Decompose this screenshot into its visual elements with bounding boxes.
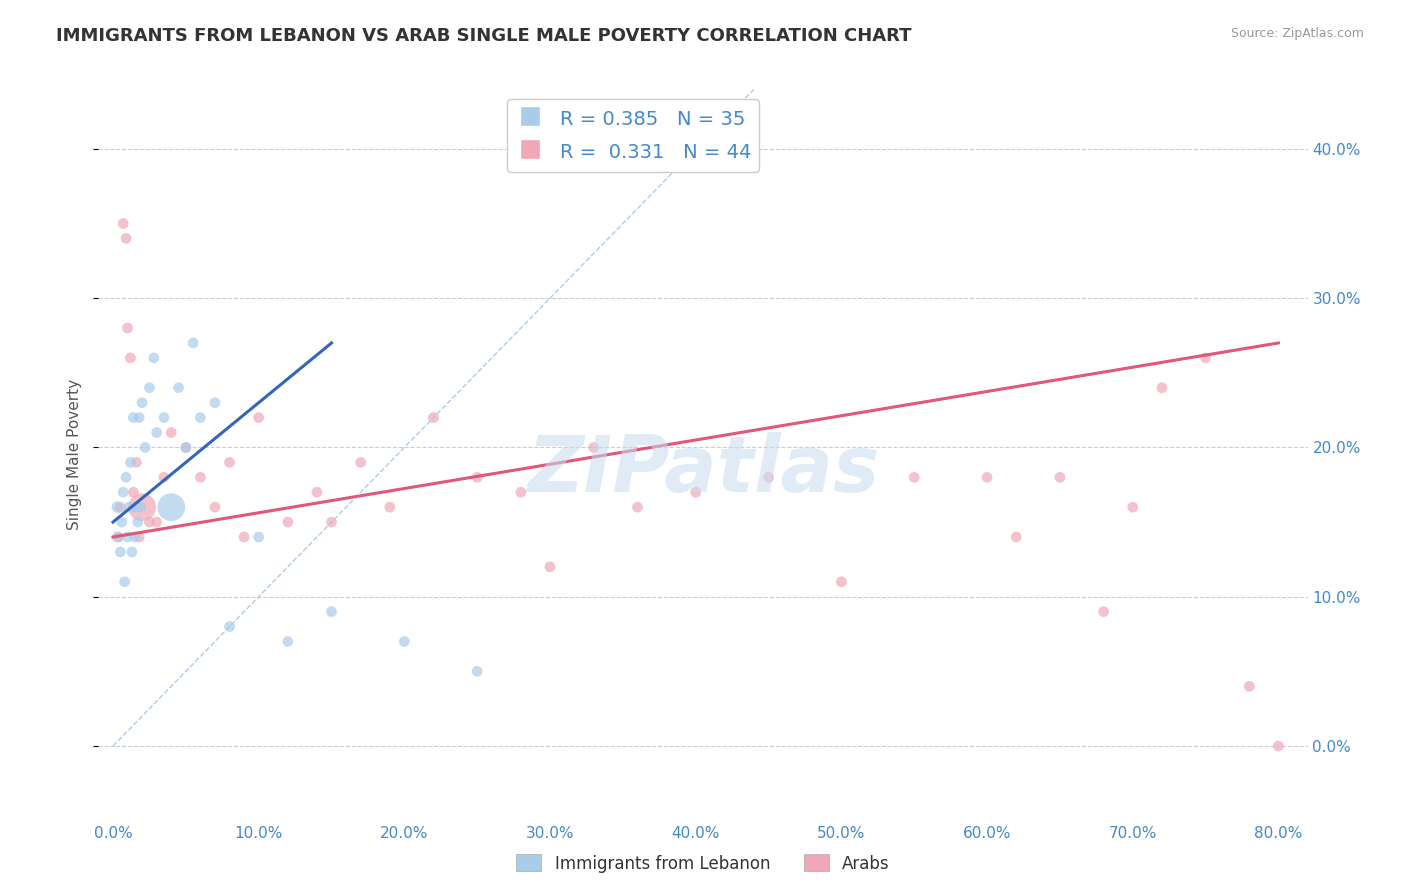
Point (122, 485, 145, 500)
Point (138, 515, 160, 529)
Point (204, 500, 226, 515)
Point (218, 619, 240, 633)
Point (115, 470, 138, 484)
Point (134, 441, 156, 455)
Point (538, 560, 561, 574)
Point (1122, 500, 1144, 515)
Point (305, 485, 328, 500)
Point (247, 410, 270, 425)
Legend: R = 0.385   N = 35, R =  0.331   N = 44: R = 0.385 N = 35, R = 0.331 N = 44 (508, 99, 759, 171)
Legend: Immigrants from Lebanon, Arabs: Immigrants from Lebanon, Arabs (510, 847, 896, 880)
Point (145, 425, 167, 440)
Point (118, 500, 141, 515)
Point (131, 395, 153, 409)
Point (277, 515, 299, 529)
Text: IMMIGRANTS FROM LEBANON VS ARAB SINGLE MALE POVERTY CORRELATION CHART: IMMIGRANTS FROM LEBANON VS ARAB SINGLE M… (56, 27, 911, 45)
Point (142, 351, 165, 365)
Point (422, 410, 444, 425)
Point (1005, 530, 1028, 544)
Point (129, 500, 152, 515)
Point (122, 410, 145, 425)
Point (582, 441, 605, 455)
Point (112, 217, 135, 231)
Point (830, 574, 852, 589)
Point (758, 470, 780, 484)
Point (125, 455, 148, 469)
Point (465, 470, 488, 484)
Point (1150, 381, 1173, 395)
Point (117, 321, 139, 335)
Text: Source: ZipAtlas.com: Source: ZipAtlas.com (1230, 27, 1364, 40)
Point (1239, 679, 1261, 693)
Point (145, 515, 167, 529)
Point (128, 530, 150, 544)
Point (120, 351, 142, 365)
Point (1049, 470, 1071, 484)
Point (120, 455, 142, 469)
Point (378, 500, 401, 515)
Point (105, 500, 128, 515)
Point (160, 425, 183, 440)
Point (110, 500, 132, 515)
Point (112, 485, 135, 500)
Point (138, 381, 160, 395)
Text: ZIPatlas: ZIPatlas (527, 432, 879, 508)
Point (108, 530, 131, 544)
Point (181, 335, 204, 350)
Point (124, 530, 146, 544)
Point (174, 441, 197, 455)
Point (153, 410, 176, 425)
Point (976, 470, 998, 484)
Point (509, 485, 531, 500)
Point (115, 231, 138, 245)
Point (277, 634, 299, 648)
Point (218, 455, 240, 469)
Point (350, 455, 373, 469)
Point (160, 500, 183, 515)
Point (125, 500, 148, 515)
Point (167, 381, 190, 395)
Point (117, 530, 139, 544)
Point (121, 545, 143, 559)
Point (1092, 605, 1115, 619)
Point (204, 395, 226, 409)
Point (1194, 351, 1216, 365)
Point (321, 515, 343, 529)
Point (233, 530, 256, 544)
Point (131, 500, 153, 515)
Point (190, 410, 212, 425)
Point (321, 605, 343, 619)
Point (1267, 739, 1289, 753)
Point (114, 574, 136, 589)
Point (111, 515, 134, 529)
Point (127, 515, 149, 529)
Point (247, 530, 270, 544)
Point (685, 485, 707, 500)
Point (626, 500, 648, 515)
Y-axis label: Single Male Poverty: Single Male Poverty (67, 379, 83, 531)
Point (465, 665, 488, 679)
Point (153, 470, 176, 484)
Point (394, 634, 416, 648)
Point (105, 530, 128, 544)
Point (110, 545, 132, 559)
Point (128, 410, 150, 425)
Point (903, 470, 925, 484)
Point (190, 470, 212, 484)
Point (174, 441, 197, 455)
